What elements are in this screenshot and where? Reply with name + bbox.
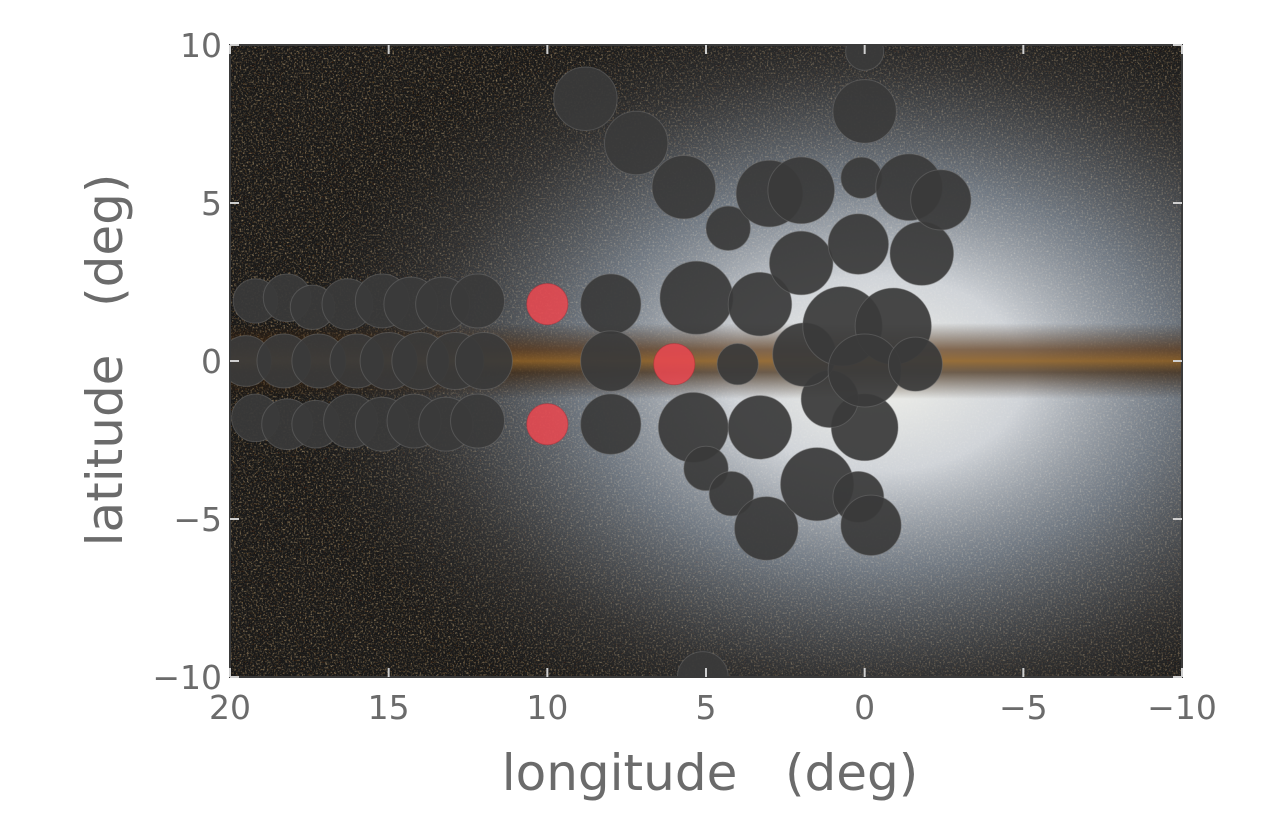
x-axis-label: longitude (deg)	[502, 744, 919, 802]
dark-field	[889, 221, 955, 286]
dark-field	[827, 213, 889, 275]
y-tick-label: 0	[201, 342, 222, 381]
dark-field	[454, 331, 513, 391]
dark-field	[580, 393, 642, 455]
highlighted-field	[526, 282, 569, 326]
tick-labels: 20 15 10 5 0 −5 −10 10 5 0 −5 −10	[152, 26, 1216, 727]
dark-field	[734, 496, 799, 561]
dark-field	[767, 156, 836, 225]
x-tick-label: −10	[1147, 688, 1217, 727]
dark-field	[716, 343, 759, 386]
dark-field	[727, 271, 793, 337]
dark-field	[553, 66, 618, 131]
highlighted-field	[653, 343, 696, 386]
axis-ticks	[229, 44, 1183, 678]
x-tick-label: 5	[696, 688, 717, 727]
dark-field	[727, 395, 793, 460]
dark-field	[580, 273, 642, 335]
dark-field	[708, 471, 755, 517]
dark-field	[910, 169, 972, 231]
x-tick-label: 0	[854, 688, 875, 727]
dark-field	[450, 273, 505, 329]
dark-field	[603, 110, 669, 176]
dark-field	[832, 79, 897, 144]
y-tick-label: −5	[173, 500, 222, 539]
plot-area	[230, 45, 1182, 677]
y-tick-label: 10	[180, 26, 222, 65]
field-markers	[230, 45, 972, 677]
x-tick-label: −5	[999, 688, 1048, 727]
y-tick-label: 5	[201, 184, 222, 223]
dark-field	[705, 205, 751, 251]
dark-field	[659, 260, 734, 335]
highlighted-field	[526, 403, 569, 446]
x-tick-label: 10	[526, 688, 568, 727]
dark-field	[840, 494, 902, 556]
y-tick-label: −10	[152, 658, 222, 697]
x-tick-label: 15	[368, 688, 410, 727]
dark-field	[450, 393, 505, 449]
dark-field	[651, 154, 717, 220]
dark-field	[845, 45, 885, 71]
x-tick-label: 20	[209, 688, 251, 727]
dark-field	[580, 330, 642, 392]
y-axis-label: latitude (deg)	[76, 174, 134, 547]
dark-field	[768, 230, 834, 296]
dark-field	[676, 651, 729, 677]
dark-field	[887, 336, 943, 392]
